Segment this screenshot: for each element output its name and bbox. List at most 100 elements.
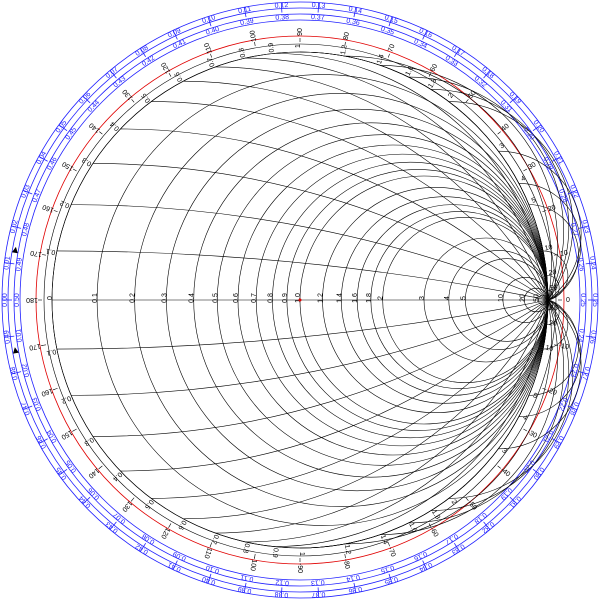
- axis-label: 20: [519, 294, 526, 302]
- wavelength-label-inner: 0.47: [31, 188, 43, 203]
- angle-label: -170: [28, 342, 43, 351]
- wavelength-label-inner: 0.33: [444, 55, 459, 68]
- angle-label: -20: [546, 387, 558, 397]
- axis-label: 0.9: [282, 293, 289, 303]
- angle-label: -50: [466, 499, 478, 511]
- angle-label: -140: [87, 465, 102, 479]
- angle-label: 100: [249, 30, 258, 43]
- wavelength-label-inner: 0.29: [541, 156, 554, 171]
- reactance-label: 0.5: [143, 498, 155, 510]
- angle-tick: [498, 466, 501, 469]
- reactance-label: 0.3: [81, 156, 93, 167]
- axis-label: 5: [460, 296, 467, 300]
- axis-label: 2: [378, 296, 385, 300]
- reactance-arc: [380, 300, 557, 535]
- angle-tick: [498, 132, 501, 135]
- reactance-arc: [431, 300, 569, 511]
- smith-chart: 00.10.20.30.40.50.60.70.80.91.01.21.41.6…: [0, 0, 600, 600]
- wavelength-label-inner: 0.32: [473, 75, 488, 89]
- wavelength-label-inner: 0.34: [413, 38, 428, 50]
- reactance-label: 10: [545, 345, 554, 353]
- angle-label: -100: [248, 556, 257, 571]
- angle-label: 70: [387, 43, 396, 53]
- reactance-label: 1: [298, 552, 305, 556]
- angle-label: -110: [202, 544, 213, 559]
- wavelength-label-inner: 0.12: [275, 578, 289, 586]
- angle-label: 50: [467, 90, 477, 101]
- wavelength-label-inner: 0.24: [576, 328, 585, 343]
- angle-label: 20: [547, 204, 557, 213]
- angle-label: 60: [429, 63, 439, 73]
- reactance-label: 0.5: [141, 92, 153, 104]
- reactance-label: 10: [544, 244, 553, 252]
- axis-label: 1.0: [295, 293, 302, 303]
- angle-label: 180: [26, 296, 38, 303]
- wavelength-label-inner: 0.07: [112, 511, 127, 525]
- angle-label: -60: [428, 526, 439, 538]
- wavelength-label-inner: 0.21: [541, 429, 554, 444]
- wavelength-label-inner: 0.38: [275, 14, 289, 22]
- wavelength-label-inner: 0.02: [21, 363, 31, 378]
- axis-label: 0.1: [92, 293, 99, 303]
- axis-label: 0.5: [212, 293, 219, 303]
- reactance-label: 0.7: [207, 56, 217, 68]
- axis-label: 50: [533, 294, 540, 302]
- angle-label: -70: [386, 546, 396, 558]
- wavelength-label-inner: 0.11: [240, 573, 254, 582]
- reactance-label: 50: [550, 305, 558, 312]
- reactance-label: 20: [548, 269, 557, 277]
- reactance-label: 0.8: [241, 543, 250, 554]
- wavelength-label-inner: 0.42: [141, 55, 156, 68]
- wavelength-label-inner: 0.35: [380, 26, 395, 37]
- angle-label: -120: [159, 524, 172, 540]
- angle-tick: [99, 132, 102, 135]
- wavelength-label-inner: 0.13: [311, 578, 325, 586]
- axis-label: 0.8: [267, 293, 274, 303]
- center-marker: [299, 299, 302, 302]
- wavelength-label-inner: 0.17: [444, 532, 459, 545]
- reactance-label: 0.1: [46, 347, 57, 356]
- angle-label: 30: [527, 161, 537, 171]
- reactance-label: 1.4: [376, 53, 386, 65]
- angle-tick: [466, 498, 469, 501]
- wavelength-label-inner: 0.48: [21, 222, 31, 237]
- wavelength-label-inner: 0.03: [31, 396, 43, 411]
- axis-label: 10: [498, 294, 505, 302]
- angle-label: 120: [160, 61, 172, 75]
- angle-label: -80: [342, 558, 351, 569]
- reactance-label: 0.3: [83, 435, 95, 446]
- wavelength-label-inner: 0.05: [64, 458, 78, 473]
- angle-tick: [542, 210, 546, 211]
- angle-label: 110: [203, 42, 213, 55]
- wavelength-label-inner: 0.41: [172, 38, 187, 50]
- wavelength-label-inner: 0.25: [579, 293, 586, 307]
- wavelength-label-inner: 0.39: [240, 18, 255, 27]
- angle-tick: [542, 388, 546, 389]
- angle-tick: [466, 99, 469, 102]
- reactance-label: 0.7: [209, 533, 219, 545]
- reactance-label: 0.1: [45, 247, 56, 256]
- reactance-label: 1.4: [379, 534, 389, 546]
- angle-tick: [169, 73, 171, 76]
- reactance-label: 0.9: [268, 42, 276, 53]
- angle-tick: [523, 169, 526, 171]
- wavelength-label-inner: 0.26: [576, 257, 585, 272]
- wavelength-label-inner: 0.09: [172, 550, 187, 562]
- axis-label: 1.2: [318, 293, 325, 303]
- axis-label: 1.8: [366, 293, 373, 303]
- angle-tick: [523, 429, 526, 431]
- reactance-label: 0.2: [60, 394, 72, 404]
- angle-tick: [132, 99, 135, 102]
- axis-label: 1.6: [352, 293, 359, 303]
- reactance-label: 0.4: [111, 470, 123, 482]
- reactance-label: 0.9: [271, 548, 279, 559]
- angle-label: -30: [526, 429, 538, 440]
- wavelength-label-inner: 0.18: [473, 511, 488, 525]
- axis-label: 3: [419, 296, 426, 300]
- reactance-arc: [431, 89, 569, 300]
- angle-label: 10: [560, 250, 569, 258]
- angle-label: -150: [60, 427, 76, 440]
- angle-label: 40: [500, 123, 511, 133]
- wavelength-label-inner: 0.08: [141, 532, 156, 545]
- reactance-label: 0.2: [59, 199, 71, 209]
